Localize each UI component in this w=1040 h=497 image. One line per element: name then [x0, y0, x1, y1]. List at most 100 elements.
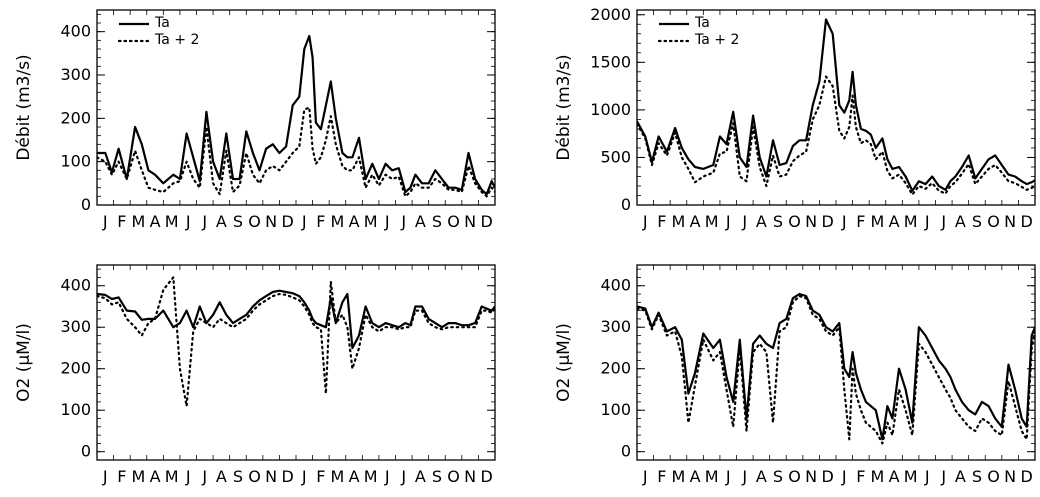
- y-axis-label: O2 (µM/l): [14, 323, 34, 402]
- x-month-label: M: [165, 467, 179, 486]
- y-tick-label: 0: [81, 195, 91, 214]
- y-tick-label: 200: [60, 108, 91, 127]
- x-month-label: J: [642, 212, 648, 231]
- x-month-label: S: [773, 467, 783, 486]
- x-month-label: J: [185, 212, 191, 231]
- x-month-label: F: [117, 212, 126, 231]
- x-month-label: J: [741, 467, 747, 486]
- x-month-label: A: [756, 467, 767, 486]
- x-month-label: A: [216, 212, 227, 231]
- x-month-label: J: [384, 212, 390, 231]
- legend-label-ta: Ta: [694, 15, 710, 31]
- y-tick-label: 1000: [590, 100, 631, 119]
- x-month-label: F: [316, 212, 325, 231]
- x-month-label: M: [871, 467, 885, 486]
- x-month-label: S: [432, 467, 442, 486]
- x-month-label: N: [464, 212, 476, 231]
- x-month-label: M: [331, 212, 345, 231]
- y-tick-label: 0: [621, 195, 631, 214]
- x-month-label: J: [725, 467, 731, 486]
- x-month-label: D: [1021, 467, 1033, 486]
- x-month-label: A: [889, 467, 900, 486]
- x-month-label: S: [773, 212, 783, 231]
- x-month-label: J: [940, 467, 946, 486]
- x-month-label: N: [1004, 467, 1016, 486]
- x-month-label: J: [940, 212, 946, 231]
- y-tick-label: 400: [600, 276, 631, 295]
- x-month-label: O: [248, 212, 261, 231]
- x-month-label: O: [447, 212, 460, 231]
- x-month-label: A: [150, 212, 161, 231]
- x-month-label: F: [856, 467, 865, 486]
- x-month-label: J: [400, 467, 406, 486]
- x-month-label: F: [657, 467, 666, 486]
- series-ta-line: [637, 292, 1035, 441]
- x-month-label: F: [856, 212, 865, 231]
- legend-label-ta-plus-2: Ta + 2: [154, 32, 199, 48]
- x-month-label: S: [233, 467, 243, 486]
- x-month-label: N: [265, 212, 277, 231]
- x-month-label: J: [201, 212, 207, 231]
- x-month-label: D: [282, 467, 294, 486]
- x-month-label: D: [1021, 212, 1033, 231]
- x-month-label: J: [924, 212, 930, 231]
- x-month-label: M: [364, 212, 378, 231]
- y-tick-label: 100: [600, 400, 631, 419]
- x-month-label: S: [972, 467, 982, 486]
- x-month-label: A: [349, 212, 360, 231]
- x-month-label: J: [102, 467, 108, 486]
- x-month-label: J: [741, 212, 747, 231]
- x-month-label: N: [805, 212, 817, 231]
- series-ta-plus-2-line: [97, 106, 495, 198]
- x-month-label: M: [904, 467, 918, 486]
- y-axis-label: Débit (m3/s): [554, 54, 574, 160]
- x-month-label: M: [871, 212, 885, 231]
- y-tick-label: 400: [60, 276, 91, 295]
- x-month-label: S: [432, 212, 442, 231]
- y-tick-label: 200: [600, 359, 631, 378]
- x-month-label: A: [216, 467, 227, 486]
- y-tick-label: 200: [60, 359, 91, 378]
- x-month-label: F: [657, 212, 666, 231]
- x-month-label: N: [265, 467, 277, 486]
- y-tick-label: 500: [600, 147, 631, 166]
- y-tick-label: 300: [60, 317, 91, 336]
- y-tick-label: 100: [60, 152, 91, 171]
- x-month-label: J: [301, 212, 307, 231]
- y-tick-label: 0: [621, 442, 631, 461]
- x-month-label: J: [301, 467, 307, 486]
- x-month-label: M: [165, 212, 179, 231]
- x-month-label: J: [841, 212, 847, 231]
- y-tick-label: 300: [600, 317, 631, 336]
- x-month-label: O: [987, 212, 1000, 231]
- x-month-label: D: [481, 212, 493, 231]
- x-month-label: A: [349, 467, 360, 486]
- y-tick-label: 400: [60, 22, 91, 41]
- x-month-label: M: [672, 467, 686, 486]
- y-tick-label: 300: [60, 65, 91, 84]
- x-month-label: D: [481, 467, 493, 486]
- x-month-label: J: [102, 212, 108, 231]
- series-ta-plus-2-line: [637, 75, 1035, 196]
- x-month-label: J: [725, 212, 731, 231]
- x-month-label: A: [415, 212, 426, 231]
- x-month-label: F: [117, 467, 126, 486]
- x-month-label: S: [233, 212, 243, 231]
- x-month-label: N: [805, 467, 817, 486]
- x-month-label: A: [756, 212, 767, 231]
- x-month-label: F: [316, 467, 325, 486]
- y-axis-label: O2 (µM/l): [554, 323, 574, 402]
- x-month-label: M: [132, 212, 146, 231]
- x-month-label: J: [841, 467, 847, 486]
- x-month-label: N: [464, 467, 476, 486]
- series-ta-plus-2-line: [637, 295, 1035, 445]
- y-tick-label: 100: [60, 400, 91, 419]
- x-month-label: M: [904, 212, 918, 231]
- x-month-label: J: [642, 467, 648, 486]
- x-month-label: M: [705, 467, 719, 486]
- x-month-label: D: [822, 212, 834, 231]
- x-month-label: O: [788, 467, 801, 486]
